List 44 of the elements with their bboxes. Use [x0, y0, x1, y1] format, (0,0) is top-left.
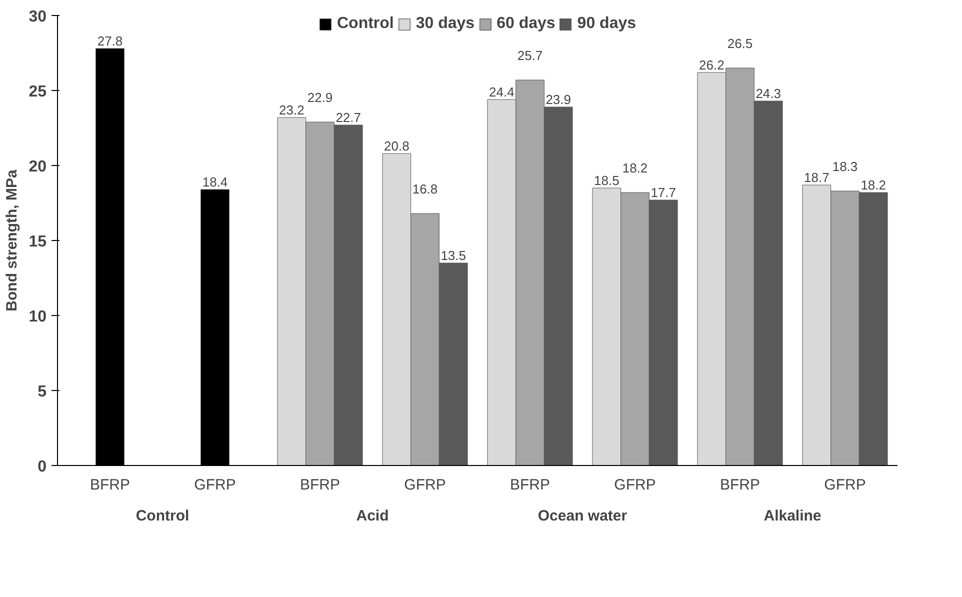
y-tick-label: 0	[38, 458, 47, 476]
text: Control	[136, 508, 190, 524]
y-tick-label: 25	[28, 84, 47, 100]
y-axis-title: Bond strength, MPa	[4, 169, 21, 312]
legend-label: 30 days	[416, 15, 475, 33]
y-tick-label: 5	[38, 384, 47, 400]
data-label: 13.5	[440, 248, 466, 263]
data-label: 24.3	[756, 86, 782, 101]
text: Alkaline	[764, 508, 822, 524]
x-tick-label: GFRP	[614, 476, 656, 494]
data-label: 18.7	[804, 170, 830, 185]
data-label: 16.8	[412, 182, 438, 196]
data-label: 18.2	[860, 178, 886, 192]
legend-label: 60 days	[496, 15, 556, 33]
data-label: 17.7	[650, 185, 676, 200]
x-tick-label: BFRP	[90, 476, 130, 494]
x-tick-label: BFRP	[720, 476, 760, 494]
data-label: 24.4	[489, 84, 514, 100]
data-label: 20.8	[384, 138, 410, 154]
y-tick-label: 30	[28, 8, 47, 26]
x-tick-label: BFRP	[510, 476, 550, 494]
data-label: 18.2	[622, 160, 648, 176]
data-label: 22.9	[307, 90, 333, 105]
y-tick-label: 10	[28, 308, 47, 326]
data-label: 26.2	[699, 58, 724, 72]
data-label: 27.8	[97, 34, 123, 48]
y-tick-label: 15	[28, 234, 47, 250]
legend-label: 90 days	[577, 15, 636, 33]
data-label: 18.4	[202, 174, 228, 190]
data-label: 23.2	[279, 102, 304, 118]
data-label: 23.9	[546, 92, 572, 107]
x-tick-label: BFRP	[300, 476, 340, 494]
data-label: 18.5	[594, 173, 620, 188]
data-label: 18.3	[832, 159, 858, 174]
text: Acid	[356, 508, 389, 524]
text: Ocean water	[538, 508, 628, 524]
data-label: 25.7	[517, 48, 543, 63]
data-label: 26.5	[727, 36, 753, 51]
x-tick-label: GFRP	[824, 476, 866, 494]
x-tick-label: GFRP	[194, 476, 236, 494]
data-label: 22.7	[336, 110, 362, 125]
y-tick-label: 20	[28, 158, 47, 176]
legend-label: Control	[336, 15, 394, 33]
x-tick-label: GFRP	[404, 476, 446, 494]
